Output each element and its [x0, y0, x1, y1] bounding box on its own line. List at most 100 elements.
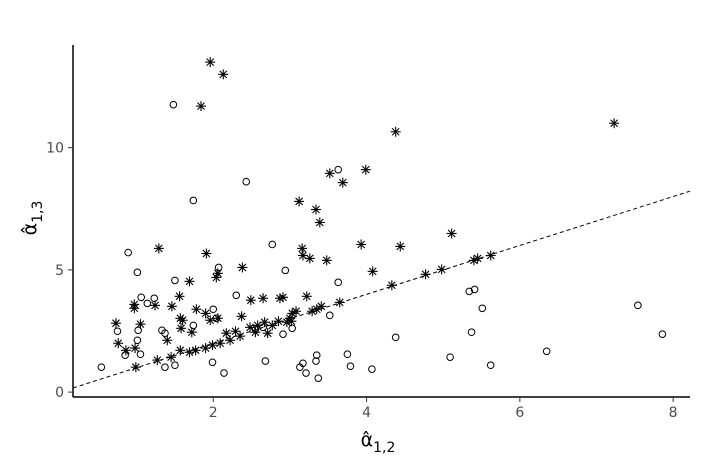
asterisk-stroke [317, 302, 326, 311]
point [325, 311, 334, 320]
asterisk-stroke [114, 339, 123, 348]
asterisk-stroke [236, 332, 244, 341]
asterisk-stroke [238, 263, 247, 272]
point [129, 303, 140, 314]
asterisk-stroke [206, 58, 215, 67]
point [169, 100, 178, 109]
point [184, 276, 195, 287]
point [395, 241, 406, 252]
asterisk-stroke [176, 346, 185, 355]
point [110, 318, 121, 329]
asterisk-stroke [231, 327, 240, 336]
asterisk-stroke [299, 251, 307, 260]
asterisk-stroke [312, 205, 320, 214]
asterisk-stroke [282, 318, 291, 327]
point [302, 369, 310, 377]
point [291, 306, 302, 317]
point [191, 304, 202, 315]
point [221, 328, 232, 339]
asterisk-stroke [473, 254, 482, 263]
point [446, 353, 454, 361]
point [288, 324, 297, 333]
asterisk-stroke [325, 169, 334, 178]
asterisk-stroke [298, 244, 307, 253]
point [133, 336, 142, 345]
point [133, 268, 142, 277]
y-tick-label: 0 [55, 385, 64, 401]
y-tick-label: 5 [55, 263, 64, 279]
point [467, 328, 476, 337]
asterisk-stroke [368, 267, 377, 276]
asterisk-stroke [216, 339, 225, 348]
point [314, 217, 325, 228]
point [262, 328, 273, 339]
point [478, 304, 487, 313]
asterisk-stroke [201, 344, 210, 353]
point [346, 362, 355, 371]
asterisk-stroke [292, 307, 300, 316]
point [225, 335, 236, 346]
point [337, 177, 348, 188]
point [189, 196, 198, 205]
asterisk-stroke [202, 249, 211, 258]
point [251, 325, 260, 334]
point [189, 321, 198, 330]
asterisk-stroke [176, 314, 185, 323]
point [137, 293, 146, 302]
point [324, 168, 335, 179]
point [316, 301, 327, 312]
point [368, 365, 376, 373]
point [124, 248, 132, 257]
point [200, 343, 211, 354]
point [420, 269, 431, 280]
asterisk-stroke [131, 344, 139, 353]
asterisk-stroke [391, 127, 400, 136]
point [281, 266, 290, 275]
point [171, 361, 179, 370]
asterisk-stroke [421, 270, 430, 279]
point [220, 369, 228, 377]
y-label-symbol: α̂ [19, 223, 41, 236]
point [152, 355, 163, 366]
point [304, 253, 315, 264]
point [436, 264, 447, 275]
asterisk-stroke [357, 240, 366, 249]
asterisk-stroke [163, 336, 172, 345]
point [386, 280, 397, 291]
asterisk-stroke [212, 273, 221, 282]
point [174, 291, 185, 302]
point [294, 196, 305, 207]
asterisk-stroke [131, 363, 140, 372]
point [609, 118, 620, 129]
x-label-subscript: 1,2 [373, 440, 395, 456]
point [259, 323, 267, 332]
asterisk-stroke [246, 296, 255, 305]
asterisk-stroke [151, 301, 159, 310]
point [175, 345, 186, 356]
point [258, 293, 269, 304]
asterisk-stroke [322, 256, 331, 265]
asterisk-stroke [167, 353, 175, 362]
asterisk-stroke [226, 336, 235, 345]
point [465, 287, 474, 296]
reference-line [72, 190, 691, 389]
point [162, 335, 173, 346]
point [130, 362, 141, 373]
point [161, 329, 169, 338]
asterisk-stroke [268, 321, 277, 330]
point [212, 314, 221, 323]
asterisk-stroke [201, 309, 210, 318]
asterisk-stroke [219, 70, 228, 79]
asterisk-stroke [208, 341, 217, 350]
point [200, 308, 211, 319]
asterisk-stroke [287, 317, 296, 326]
point [214, 263, 223, 272]
point [212, 313, 223, 324]
x-tick-label: 6 [515, 405, 524, 421]
asterisk-stroke [185, 348, 194, 357]
point [184, 347, 195, 358]
point [390, 126, 401, 137]
point [334, 165, 342, 174]
point [175, 313, 186, 324]
point [472, 253, 483, 264]
